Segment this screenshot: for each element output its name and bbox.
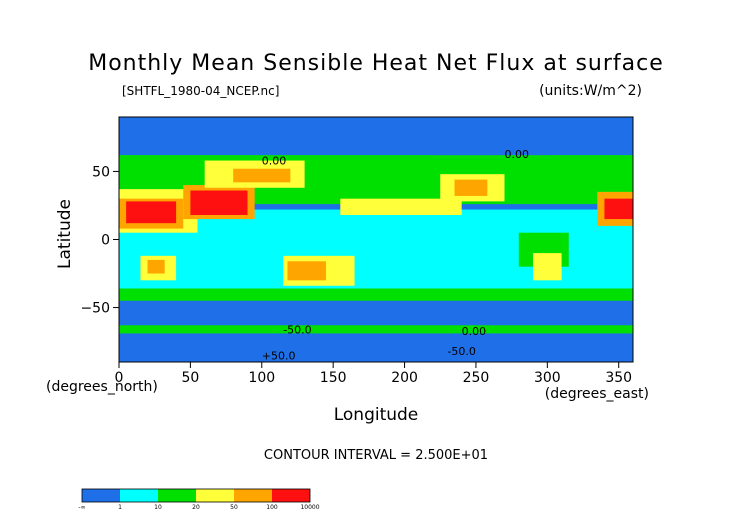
- contour-label: -50.0: [283, 323, 311, 336]
- colorbar: -∞ 1 10 20 50 100 10000: [78, 488, 320, 511]
- colorbar-label: 50: [230, 504, 238, 511]
- heatmap-region: [119, 304, 633, 322]
- x-tick-label: 0: [115, 370, 124, 386]
- x-tick-label: 50: [181, 370, 199, 386]
- x-axis-ticks: 0 50 100 150 200 250 300 350: [115, 362, 632, 386]
- colorbar-label: 20: [192, 504, 200, 511]
- colorbar-label: 100: [266, 504, 278, 511]
- x-tick-label: 350: [605, 370, 632, 386]
- heatmap-region: [190, 190, 248, 215]
- contour-label: +50.0: [262, 349, 296, 362]
- heatmap-region: [147, 259, 165, 274]
- colorbar-swatch: [234, 489, 272, 502]
- contour-label: 0.00: [462, 325, 487, 338]
- colorbar-swatch: [82, 489, 120, 502]
- colorbar-label: 10000: [300, 504, 319, 511]
- contour-label: 0.00: [262, 155, 287, 168]
- y-axis-label: Latitude: [55, 199, 75, 269]
- heatmap-region: [533, 253, 562, 281]
- colorbar-frame: [81, 488, 311, 503]
- x-axis-label: Longitude: [334, 405, 419, 425]
- colorbar-swatch: [272, 489, 310, 502]
- file-label: [SHTFL_1980-04_NCEP.nc]: [122, 84, 279, 98]
- contour-label: 0.00: [505, 148, 530, 161]
- units-label: (units:W/m^2): [539, 83, 642, 99]
- colorbar-label: 10: [154, 504, 162, 511]
- heatmap-region: [287, 261, 327, 281]
- colorbar-label: 1: [118, 504, 122, 511]
- colorbar-label: -∞: [78, 504, 85, 511]
- heatmap-region: [340, 198, 462, 215]
- heatmap-region: [454, 179, 488, 196]
- x-tick-label: 150: [320, 370, 347, 386]
- heatmap-region: [604, 198, 633, 220]
- contour-interval: CONTOUR INTERVAL = 2.500E+01: [264, 448, 488, 463]
- colorbar-swatch: [158, 489, 196, 502]
- x-tick-label: 300: [534, 370, 561, 386]
- y-unit-label: (degrees_north): [46, 379, 158, 395]
- heatmap-region: [119, 334, 633, 362]
- x-tick-label: 200: [391, 370, 418, 386]
- x-unit-label: (degrees_east): [545, 386, 649, 402]
- y-axis-ticks: 50 0 −50: [80, 164, 119, 317]
- heatmap-region: [126, 201, 177, 224]
- x-tick-label: 100: [248, 370, 275, 386]
- chart-title: Monthly Mean Sensible Heat Net Flux at s…: [88, 51, 664, 76]
- x-tick-label: 250: [463, 370, 490, 386]
- heatmap-region: [433, 117, 548, 156]
- heatmap-region: [233, 168, 291, 183]
- y-tick-label: 0: [101, 233, 110, 249]
- heatmap-field: [119, 117, 633, 362]
- contour-labels: 0.00 0.00 -50.0 +50.0 -50.0 0.00: [262, 148, 529, 362]
- y-tick-label: 50: [92, 164, 110, 180]
- heatmap-region: [119, 325, 633, 334]
- contour-label: -50.0: [447, 345, 475, 358]
- colorbar-swatch: [196, 489, 234, 502]
- colorbar-swatch: [120, 489, 158, 502]
- heatmap-region: [119, 288, 633, 301]
- y-tick-label: −50: [80, 301, 110, 317]
